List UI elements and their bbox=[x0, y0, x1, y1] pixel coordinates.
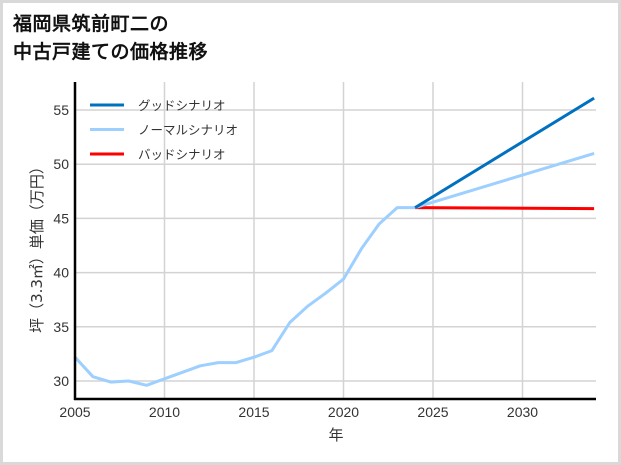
x-tick-label: 2020 bbox=[328, 404, 359, 420]
axes bbox=[73, 82, 596, 401]
tick-labels: 2005 2010 2015 2020 2025 2030 30 35 40 45 50 55 bbox=[53, 102, 538, 420]
legend-label: ノーマルシナリオ bbox=[138, 123, 238, 138]
chart-title-line1: 福岡県筑前町二の bbox=[13, 13, 170, 35]
x-tick-label: 2005 bbox=[59, 404, 90, 420]
chart-title: 福岡県筑前町二の 中古戸建ての価格推移 bbox=[13, 10, 208, 66]
y-tick-label: 30 bbox=[53, 373, 69, 389]
series-line bbox=[73, 206, 416, 387]
y-tick-label: 40 bbox=[53, 265, 69, 281]
y-tick-label: 35 bbox=[53, 319, 69, 335]
series-line bbox=[414, 151, 595, 210]
x-tick-label: 2025 bbox=[417, 404, 448, 420]
legend-label: グッドシナリオ bbox=[138, 98, 226, 113]
legend-label: バッドシナリオ bbox=[138, 147, 226, 162]
x-tick-label: 2015 bbox=[238, 404, 269, 420]
y-tick-label: 55 bbox=[53, 102, 69, 118]
chart-title-line2: 中古戸建ての価格推移 bbox=[13, 41, 209, 63]
y-axis-label: 坪（3.3㎡）単価（万円） bbox=[28, 159, 46, 333]
x-axis-label: 年 bbox=[328, 426, 343, 444]
series-line bbox=[415, 206, 595, 211]
y-tick-label: 50 bbox=[53, 156, 69, 172]
x-tick-label: 2030 bbox=[507, 404, 538, 420]
data-lines bbox=[73, 96, 595, 387]
x-tick-label: 2010 bbox=[149, 404, 180, 420]
y-tick-label: 45 bbox=[53, 210, 69, 226]
series-line bbox=[414, 96, 595, 209]
